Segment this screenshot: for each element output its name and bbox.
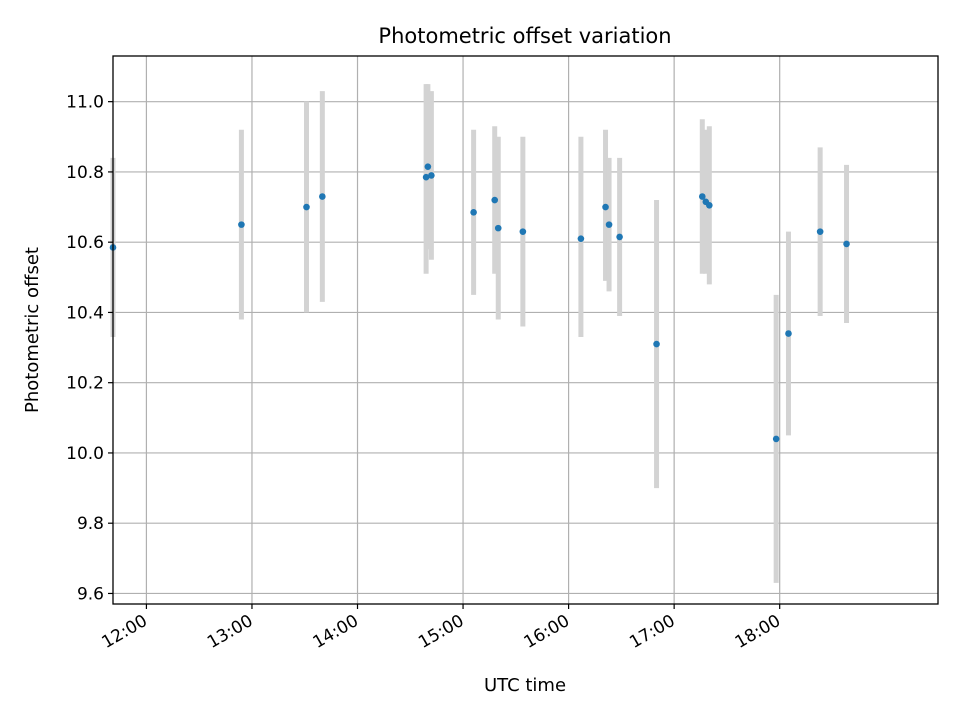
- y-axis-ticks: 9.6 9.8 10.0 10.2 10.4 10.6 10.8 11.0: [66, 93, 113, 604]
- x-axis-label: UTC time: [484, 675, 566, 696]
- y-tick-label: 10.6: [66, 233, 104, 253]
- grid: [113, 56, 938, 604]
- plot-frame: [112, 55, 939, 605]
- data-point: [491, 196, 499, 204]
- data-point: [424, 163, 432, 170]
- data-point: [653, 340, 660, 348]
- data-point: [470, 209, 477, 216]
- y-tick-label: 11.0: [66, 93, 104, 113]
- data-point: [843, 240, 850, 248]
- data-point: [698, 193, 706, 200]
- y-tick-label: 9.8: [77, 514, 104, 534]
- data-point: [238, 221, 245, 228]
- y-tick-label: 9.6: [77, 584, 104, 604]
- chart-title: Photometric offset variation: [378, 24, 671, 48]
- data-point: [494, 224, 502, 232]
- data-point: [616, 233, 623, 241]
- data-point: [785, 330, 792, 337]
- y-tick-label: 10.2: [66, 374, 104, 394]
- data-point: [816, 228, 824, 235]
- data-point: [605, 221, 613, 228]
- data-point: [577, 235, 585, 242]
- data-point: [319, 193, 326, 200]
- y-axis-label: Photometric offset: [22, 247, 43, 413]
- data-point: [303, 203, 310, 211]
- data-point: [519, 228, 527, 235]
- data-point: [602, 203, 609, 211]
- data-point: [422, 173, 430, 181]
- data-points: [109, 163, 850, 443]
- data-point: [428, 172, 435, 179]
- data-point: [706, 201, 713, 209]
- y-tick-label: 10.8: [66, 163, 104, 183]
- y-tick-label: 10.0: [66, 444, 104, 464]
- y-tick-label: 10.4: [66, 303, 104, 323]
- data-point: [772, 435, 780, 443]
